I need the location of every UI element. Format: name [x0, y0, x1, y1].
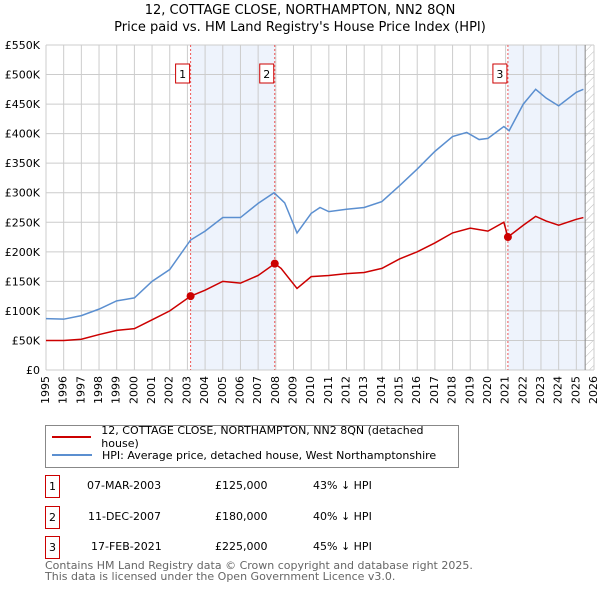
- forecast-hatch: [585, 45, 594, 370]
- y-tick-label: £50K: [12, 334, 41, 347]
- x-tick-label: 2012: [340, 376, 353, 404]
- legend-item-hpi: HPI: Average price, detached house, West…: [52, 447, 436, 463]
- footer-line: Contains HM Land Registry data © Crown c…: [45, 559, 473, 572]
- legend-label: HPI: Average price, detached house, West…: [102, 448, 437, 462]
- x-tick-label: 1995: [39, 376, 52, 404]
- legend: 12, COTTAGE CLOSE, NORTHAMPTON, NN2 8QN …: [45, 424, 459, 468]
- sale-hpi: 43% ↓ HPI: [313, 479, 372, 492]
- x-tick-label: 2018: [446, 376, 459, 404]
- sale-marker-box: [259, 63, 275, 84]
- sale-row: 1 07-MAR-2003 £125,000 43% ↓ HPI: [45, 475, 445, 498]
- x-tick-label: 2010: [304, 376, 317, 404]
- sale-date: 17-FEB-2021: [91, 540, 162, 553]
- sale-marker-box: [492, 63, 508, 84]
- footer-line: This data is licensed under the Open Gov…: [45, 570, 396, 583]
- x-tick-label: 1998: [92, 376, 105, 404]
- sale-marker-label: 3: [496, 68, 503, 81]
- y-tick-label: £350K: [5, 157, 41, 170]
- legend-label: 12, COTTAGE CLOSE, NORTHAMPTON, NN2 8QN …: [101, 424, 424, 450]
- hpi-line: [45, 88, 584, 320]
- sale-hpi: 45% ↓ HPI: [313, 540, 372, 553]
- y-tick-label: £500K: [5, 69, 41, 82]
- x-tick-label: 2013: [357, 376, 370, 404]
- sale-point: [503, 233, 512, 242]
- footer: Contains HM Land Registry data © Crown c…: [45, 560, 473, 582]
- x-tick-label: 2014: [375, 376, 388, 404]
- y-tick-label: £400K: [5, 128, 41, 141]
- x-tick-label: 2009: [286, 376, 299, 404]
- shaded-period: [190, 45, 275, 370]
- y-tick-label: £550K: [5, 39, 41, 52]
- sale-price: £225,000: [215, 540, 268, 553]
- y-tick-label: £250K: [5, 216, 41, 229]
- x-tick-label: 2022: [516, 376, 529, 404]
- x-tick-label: 1999: [110, 376, 123, 404]
- x-tick-label: 2002: [163, 376, 176, 404]
- sale-row: 2 11-DEC-2007 £180,000 40% ↓ HPI: [45, 506, 445, 529]
- chart-subtitle: Price paid vs. HM Land Registry's House …: [114, 20, 486, 35]
- sale-marker-label: 1: [179, 68, 186, 81]
- sale-marker-label: 2: [45, 506, 60, 529]
- sale-date: 07-MAR-2003: [87, 479, 162, 492]
- x-tick-label: 2021: [499, 376, 512, 404]
- x-tick-label: 2019: [463, 376, 476, 404]
- x-tick-label: 2005: [216, 376, 229, 404]
- x-tick-label: 2026: [587, 376, 600, 404]
- sale-date: 11-DEC-2007: [88, 510, 162, 523]
- y-tick-label: £150K: [5, 275, 41, 288]
- sale-price: £180,000: [215, 510, 268, 523]
- x-tick-label: 2023: [534, 376, 547, 404]
- sale-marker-box: [175, 63, 191, 84]
- sale-row: 3 17-FEB-2021 £225,000 45% ↓ HPI: [45, 536, 445, 559]
- x-tick-label: 2006: [233, 376, 246, 404]
- sale-marker-label: 1: [45, 475, 60, 498]
- price-paid-line: [46, 215, 584, 342]
- x-tick-label: 1997: [74, 376, 87, 404]
- x-tick-label: 2016: [410, 376, 423, 404]
- y-tick-label: £450K: [5, 98, 41, 111]
- y-tick-label: £200K: [5, 246, 41, 259]
- sale-marker-label: 3: [45, 536, 60, 559]
- x-tick-label: 2004: [198, 376, 211, 404]
- sale-hpi: 40% ↓ HPI: [313, 510, 372, 523]
- legend-item-property: 12, COTTAGE CLOSE, NORTHAMPTON, NN2 8QN …: [52, 424, 458, 450]
- x-tick-label: 2025: [569, 376, 582, 404]
- x-tick-label: 2015: [393, 376, 406, 404]
- legend-swatch-red: [52, 436, 92, 438]
- y-tick-label: £100K: [5, 305, 41, 318]
- x-tick-label: 2011: [322, 376, 335, 404]
- x-tick-label: 2008: [269, 376, 282, 404]
- sale-point: [270, 259, 279, 268]
- y-tick-label: £300K: [5, 187, 41, 200]
- x-tick-label: 1996: [57, 376, 70, 404]
- x-tick-label: 2017: [428, 376, 441, 404]
- plot-area: 1995 1996 1997 1998 1999 2000 2001 2002 2003 2004…: [5, 39, 600, 404]
- sale-marker-label: 2: [263, 68, 270, 81]
- y-tick-label: £0: [26, 364, 40, 377]
- x-tick-label: 2003: [180, 376, 193, 404]
- legend-swatch-blue: [52, 454, 92, 456]
- chart-title: 12, COTTAGE CLOSE, NORTHAMPTON, NN2 8QN: [144, 3, 456, 18]
- x-tick-label: 2001: [145, 376, 158, 404]
- x-tick-label: 2020: [481, 376, 494, 404]
- x-tick-label: 2000: [127, 376, 140, 404]
- x-tick-label: 2024: [552, 376, 565, 404]
- x-tick-label: 2007: [251, 376, 264, 404]
- sale-price: £125,000: [215, 479, 268, 492]
- sale-point: [186, 292, 195, 301]
